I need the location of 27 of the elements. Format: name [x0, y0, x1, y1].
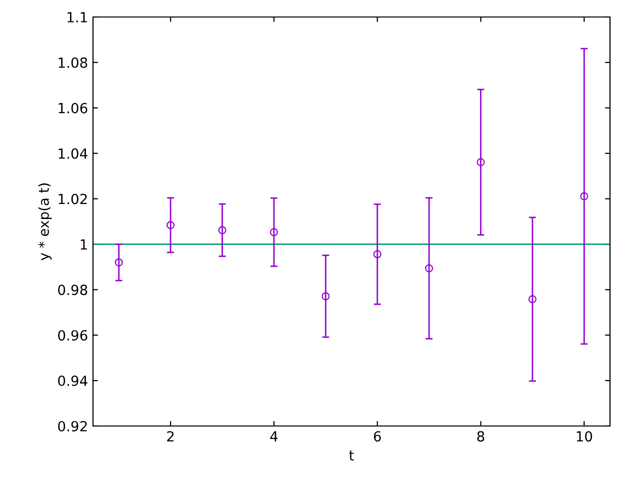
point	[528, 295, 536, 304]
point	[322, 292, 330, 300]
point	[114, 258, 123, 266]
point	[373, 250, 382, 258]
y-tick-label: 1.02	[58, 194, 87, 204]
y-tick-label: 0.96	[58, 330, 88, 341]
y-tick-label: 1	[80, 239, 87, 250]
x-tick-label: 8	[477, 431, 484, 442]
point	[270, 228, 278, 236]
y-tick-label: 0.98	[58, 284, 88, 296]
y-axis-title: y * exp(a t)	[38, 183, 52, 260]
y-tick-label: 0.94	[58, 376, 88, 386]
point	[580, 192, 588, 200]
x-axis-title: t	[349, 450, 354, 460]
point	[425, 264, 434, 272]
x-tick-label: 10	[576, 431, 592, 442]
x-tick-label: 4	[270, 431, 278, 442]
y-tick-label: 0.92	[58, 420, 87, 432]
y-tick-label: 1.06	[58, 102, 88, 114]
point	[166, 221, 175, 230]
x-tick-label: 2	[167, 431, 174, 442]
y-tick-label: 1.08	[58, 57, 88, 68]
x-tick-label: 6	[374, 431, 381, 442]
y-tick-label: 1.1	[68, 12, 87, 22]
y-tick-label: 1.04	[58, 148, 88, 159]
point	[476, 158, 485, 166]
point	[218, 226, 226, 234]
